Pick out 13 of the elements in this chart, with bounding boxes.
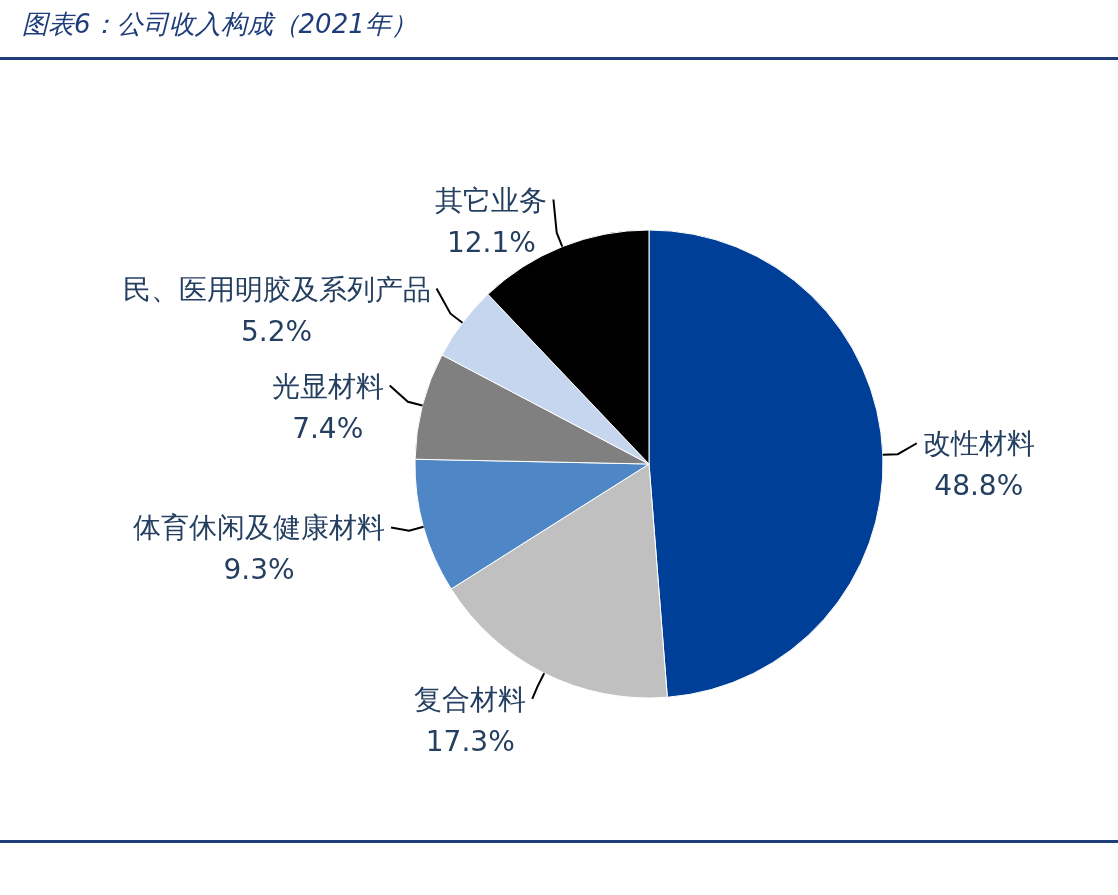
slice-label: 改性材料 <box>922 427 1035 461</box>
slice-label: 光显材料 <box>271 369 384 403</box>
data-label: 48.8% <box>934 469 1024 503</box>
slice-label: 其它业务 <box>435 183 548 217</box>
slice-label: 体育休闲及健康材料 <box>133 511 386 545</box>
data-label: 12.1% <box>446 225 536 259</box>
data-label: 7.4% <box>292 411 364 445</box>
slice-label: 民、医用明胶及系列产品 <box>122 272 431 306</box>
data-label: 5.2% <box>240 314 313 348</box>
data-label: 17.3% <box>425 724 515 758</box>
slice-label: 复合材料 <box>414 682 527 716</box>
chart-title: 图表6：公司收入构成（2021年） <box>22 9 417 39</box>
data-label: 9.3% <box>223 553 295 587</box>
